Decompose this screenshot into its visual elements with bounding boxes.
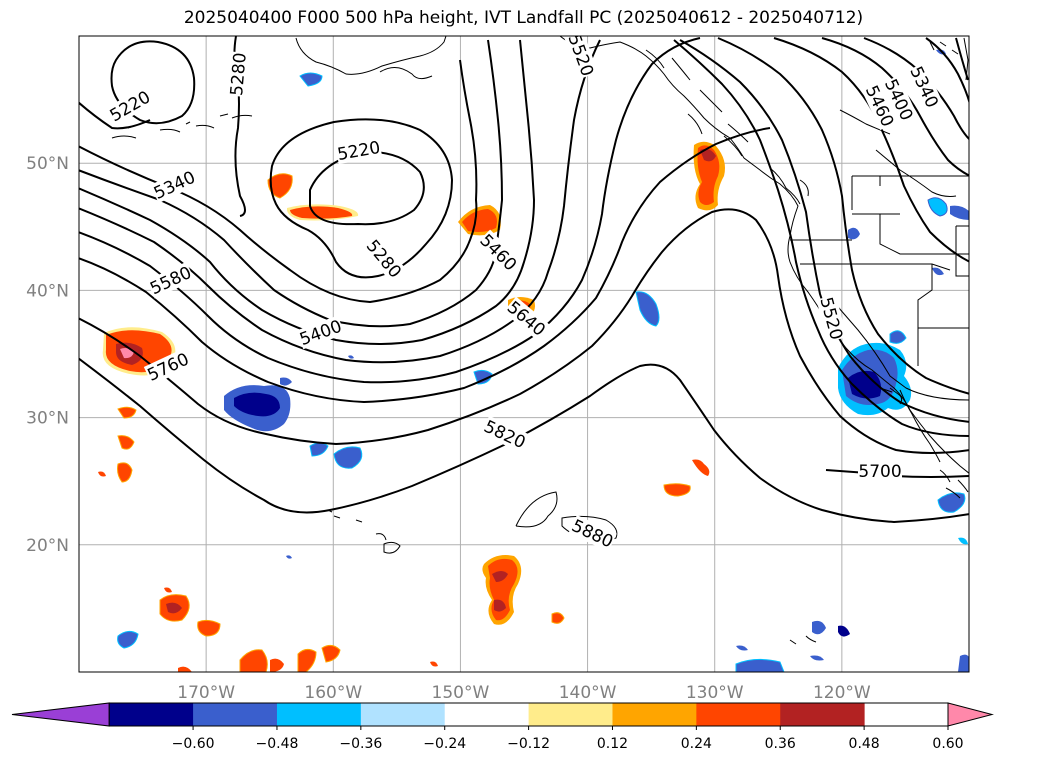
colorbar: −0.60 −0.48 −0.36 −0.24 −0.12 0.12 0.24 0.36 0.4…: [11, 702, 994, 752]
colorbar-tick-label: −0.36: [339, 736, 382, 752]
contour-label-bg: [150, 166, 199, 204]
colorbar-segment: [612, 703, 697, 726]
colorbar-tick-label: 0.60: [932, 736, 963, 752]
colorbar-tick-label: −0.48: [256, 736, 299, 752]
colorbar-tick-label: 0.36: [765, 736, 796, 752]
contour-label-bg: [861, 81, 899, 131]
colorbar-tick-label: −0.12: [507, 736, 550, 752]
colorbar-extend-high: [947, 702, 994, 727]
lat-tick-label: 40°N: [26, 281, 69, 301]
map-background: [79, 36, 969, 672]
colorbar-segment: [276, 703, 362, 726]
contour-label-bg: [480, 415, 530, 453]
colorbar-segment: [109, 703, 194, 726]
contour-label-bg: [143, 348, 193, 386]
colorbar-segment: [444, 703, 530, 726]
colorbar-tick-label: 0.48: [849, 736, 880, 752]
contour-label-text: 5700: [858, 462, 901, 482]
contour-label-bg: [226, 51, 250, 97]
contour-label-bg: [906, 62, 943, 112]
lon-tick-label: 160°W: [304, 683, 362, 703]
contour-label-bg: [362, 235, 406, 282]
contour-label-bg: [564, 36, 599, 80]
colorbar-segment: [696, 703, 781, 726]
ivt-shading: [98, 49, 969, 672]
lat-tick-label: 30°N: [26, 409, 69, 429]
colorbar-tick-label: 0.24: [681, 736, 712, 752]
contour-label-bg: [880, 75, 918, 124]
map-title: 2025040400 F000 500 hPa height, IVT Land…: [183, 8, 864, 28]
contour-label: 5700: [858, 461, 902, 482]
colorbar-segment: [780, 703, 865, 726]
lon-tick-label: 170°W: [177, 683, 235, 703]
lat-tick-label: 20°N: [26, 536, 69, 556]
contour-label-bg: [858, 461, 902, 482]
colorbar-extend-low: [11, 702, 110, 727]
colorbar-tick-label: −0.24: [423, 736, 466, 752]
contour-label-bg: [296, 315, 345, 350]
contour-label-bg: [503, 296, 550, 341]
lon-tick-label: 150°W: [432, 683, 490, 703]
contour-label-text: 5280: [227, 52, 251, 97]
graticule: [79, 36, 969, 672]
colorbar-tick-label: −0.60: [172, 736, 215, 752]
ivt-positive-region: [98, 141, 725, 672]
colorbar-tick-label: 0.12: [597, 736, 628, 752]
contour-label-bg: [335, 136, 383, 165]
lon-tick-label: 120°W: [813, 683, 871, 703]
colorbar-segment: [528, 703, 613, 726]
contour-label: 5280: [226, 51, 251, 97]
contour-label-bg: [105, 86, 154, 126]
lat-tick-label: 50°N: [26, 154, 69, 174]
longitude-labels: 170°W 160°W 150°W 140°W 130°W 120°W: [177, 683, 871, 703]
contour-label-bg: [568, 514, 617, 552]
lon-tick-label: 140°W: [559, 683, 617, 703]
latitude-labels: 50°N 40°N 30°N 20°N: [26, 154, 69, 556]
map-frame: [78, 35, 970, 673]
lon-tick-label: 130°W: [686, 683, 744, 703]
contour-label-bg: [816, 294, 848, 343]
colorbar-segment: [193, 703, 278, 726]
colorbar-segment: [360, 703, 446, 726]
contour-label-bg: [475, 229, 522, 275]
contour-label-bg: [146, 261, 195, 299]
